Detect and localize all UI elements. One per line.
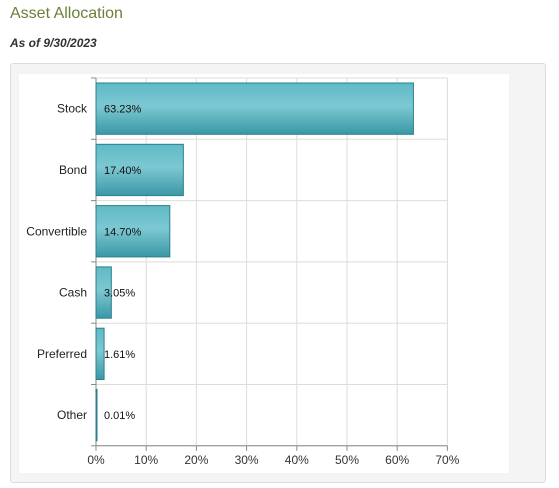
bar-bond [95, 143, 184, 197]
x-tick-label: 50% [335, 453, 359, 467]
category-label: Other [57, 408, 87, 422]
category-label: Bond [59, 163, 87, 177]
bar-other [95, 389, 98, 442]
data-label: 1.61% [104, 349, 135, 361]
bar-cash [95, 266, 112, 319]
data-label: 0.01% [104, 410, 135, 422]
bars [95, 82, 414, 442]
x-tick-label: 0% [87, 453, 105, 467]
bar-preferred [95, 327, 105, 381]
grid-lines [91, 77, 448, 451]
data-label: 17.40% [104, 165, 142, 177]
x-tick-label: 30% [235, 453, 259, 467]
bar-stock [95, 82, 414, 135]
x-tick-label: 10% [134, 453, 158, 467]
data-label: 3.05% [104, 288, 135, 300]
labels: 0% 10% 20% 30% 40% 50% 60% 70% Stock 63.23% Bond 17… [26, 102, 459, 467]
category-label: Convertible [26, 224, 87, 238]
as-of-date: As of 9/30/2023 [10, 36, 97, 50]
x-tick-label: 40% [285, 453, 309, 467]
x-tick-label: 70% [435, 453, 459, 467]
category-label: Preferred [37, 347, 87, 361]
x-tick-label: 20% [184, 453, 208, 467]
chart-title: Asset Allocation [10, 5, 123, 22]
category-label: Stock [57, 102, 88, 116]
category-label: Cash [59, 286, 87, 300]
data-label: 14.70% [104, 226, 142, 238]
bar-convertible [95, 205, 171, 258]
data-label: 63.23% [104, 104, 142, 116]
x-tick-label: 60% [385, 453, 409, 467]
